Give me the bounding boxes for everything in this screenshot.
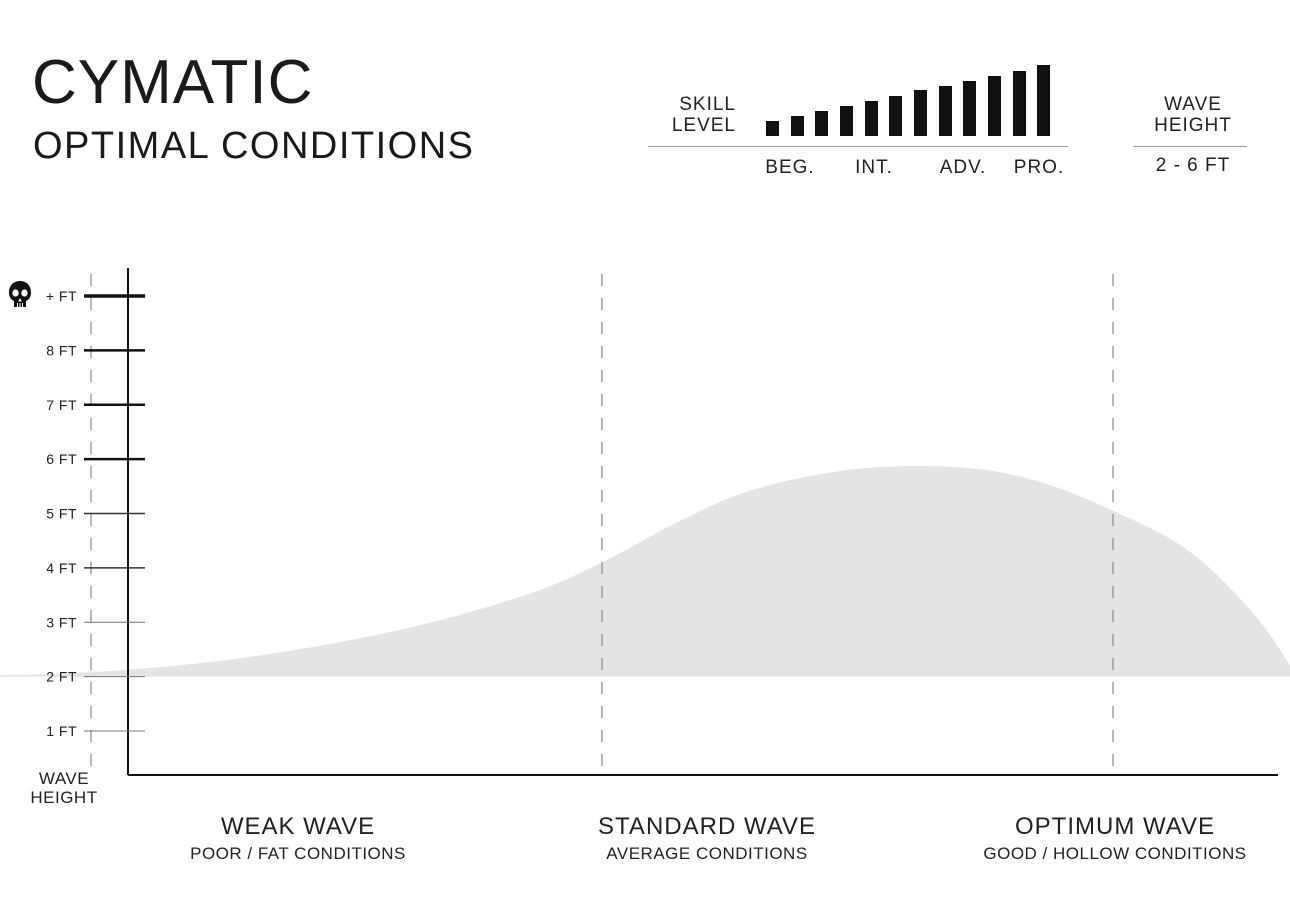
y-tick-label: 5 FT bbox=[46, 506, 77, 522]
y-tick-label: + FT bbox=[46, 288, 77, 304]
skill-tick-beg: BEG. bbox=[765, 157, 815, 178]
wave-height-value: 2 - 6 FT bbox=[1155, 155, 1231, 176]
category-label: WEAK WAVE bbox=[220, 813, 376, 840]
skill-tick-pro: PRO. bbox=[1013, 157, 1065, 178]
wave-height-label-line1: WAVE bbox=[1164, 94, 1222, 115]
skill-bar bbox=[914, 90, 927, 136]
y-tick-label: 2 FT bbox=[46, 669, 77, 685]
category-standard: STANDARD WAVE AVERAGE CONDITIONS bbox=[557, 813, 857, 863]
category-sublabel: AVERAGE CONDITIONS bbox=[606, 844, 808, 863]
skull-icon bbox=[9, 281, 31, 307]
y-tick-label: 4 FT bbox=[46, 560, 77, 576]
category-weak: WEAK WAVE POOR / FAT CONDITIONS bbox=[148, 813, 448, 863]
wave-height-divider bbox=[1133, 146, 1247, 147]
wave-height-label: WAVE HEIGHT bbox=[1140, 94, 1246, 137]
skill-bar bbox=[791, 116, 804, 136]
skill-bar bbox=[939, 86, 952, 136]
skill-bar bbox=[889, 96, 902, 136]
skill-bar bbox=[963, 81, 976, 136]
skill-tick-int: INT. bbox=[855, 157, 893, 178]
skill-divider bbox=[648, 146, 1068, 147]
category-optimum: OPTIMUM WAVE GOOD / HOLLOW CONDITIONS bbox=[955, 813, 1275, 863]
skill-bar bbox=[1013, 71, 1026, 136]
skill-bar bbox=[865, 101, 878, 136]
y-tick-label: 6 FT bbox=[46, 451, 77, 467]
skill-bar bbox=[988, 76, 1001, 136]
skill-bar bbox=[815, 111, 828, 136]
skill-label-line1: SKILL bbox=[679, 94, 736, 115]
skill-level-bars bbox=[766, 60, 1062, 136]
y-axis-label-line2: HEIGHT bbox=[30, 787, 98, 807]
y-tick-label: 7 FT bbox=[46, 397, 77, 413]
wave-area bbox=[0, 465, 1290, 677]
category-label: OPTIMUM WAVE bbox=[1015, 813, 1215, 840]
skill-bar bbox=[840, 106, 853, 136]
skill-label-line2: LEVEL bbox=[671, 114, 736, 136]
y-axis-label: WAVE HEIGHT bbox=[18, 769, 110, 807]
category-sublabel: GOOD / HOLLOW CONDITIONS bbox=[983, 844, 1247, 863]
y-axis-label-line1: WAVE bbox=[38, 769, 90, 788]
skill-tick-adv: ADV. bbox=[939, 157, 987, 178]
y-tick-label: 1 FT bbox=[46, 723, 77, 739]
skill-level-label: SKILL LEVEL bbox=[650, 94, 736, 137]
category-label: STANDARD WAVE bbox=[598, 813, 816, 840]
skill-bar bbox=[766, 121, 779, 136]
wave-height-label-line2: HEIGHT bbox=[1154, 114, 1232, 136]
category-sublabel: POOR / FAT CONDITIONS bbox=[190, 844, 406, 863]
page-title: CYMATIC bbox=[32, 48, 314, 117]
y-tick-label: 8 FT bbox=[46, 342, 77, 358]
skill-bar bbox=[1037, 65, 1050, 136]
page-subtitle: OPTIMAL CONDITIONS bbox=[33, 125, 475, 167]
y-tick-label: 3 FT bbox=[46, 614, 77, 630]
